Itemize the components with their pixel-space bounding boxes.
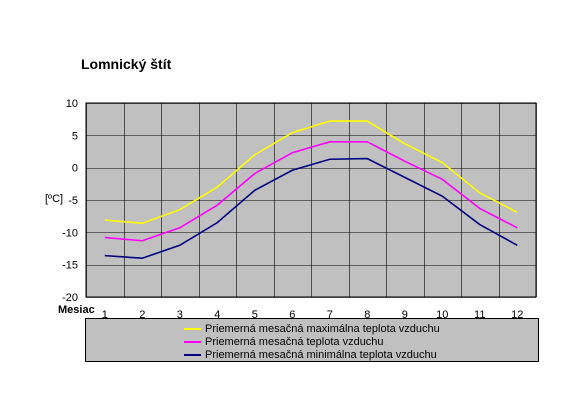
x-tick-label: 8 — [364, 309, 370, 321]
x-tick-label: 6 — [289, 309, 295, 321]
x-tick-label: 2 — [139, 309, 145, 321]
y-tick-label: 10 — [66, 98, 78, 110]
y-tick-label: -20 — [62, 292, 78, 304]
x-tick-label: 7 — [327, 309, 333, 321]
y-tick-label: 0 — [72, 163, 78, 175]
legend-item-min: Priemerná mesačná minimálna teplota vzdu… — [184, 348, 437, 361]
chart-title: Lomnický štít — [81, 56, 172, 72]
x-axis-label: Mesiac — [58, 304, 95, 316]
legend-label-mean: Priemerná mesačná teplota vzduchu — [205, 335, 384, 348]
x-tick-label: 5 — [252, 309, 258, 321]
legend-swatch-min — [184, 353, 201, 356]
legend-swatch-max — [184, 327, 201, 330]
y-axis-ticks: 10 5 0 -5 -10 -15 -20 — [62, 98, 78, 304]
x-tick-label: 11 — [474, 309, 485, 321]
legend-label-max: Priemerná mesačná maximálna teplota vzdu… — [205, 322, 440, 335]
x-tick-label: 9 — [402, 309, 408, 321]
series-line-max — [104, 120, 518, 225]
y-tick-label: 5 — [72, 130, 78, 142]
legend-item-max: Priemerná mesačná maximálna teplota vzdu… — [184, 322, 440, 335]
x-tick-label: 4 — [214, 309, 220, 321]
legend: Priemerná mesačná maximálna teplota vzdu… — [85, 318, 539, 362]
gridlines — [86, 103, 537, 298]
x-tick-label: 1 — [102, 309, 108, 321]
y-axis-label: [ºC] — [45, 193, 64, 205]
series-line-mean — [104, 141, 518, 242]
legend-label-min: Priemerná mesačná minimálna teplota vzdu… — [205, 348, 437, 361]
y-tick-label: -15 — [62, 260, 78, 272]
legend-swatch-mean — [184, 340, 201, 343]
x-tick-label: 3 — [177, 309, 183, 321]
series-line-min — [104, 157, 518, 260]
y-tick-label: -10 — [62, 227, 78, 239]
legend-item-mean: Priemerná mesačná teplota vzduchu — [184, 335, 384, 348]
y-tick-label: -5 — [68, 195, 78, 207]
series-lines — [104, 120, 518, 260]
